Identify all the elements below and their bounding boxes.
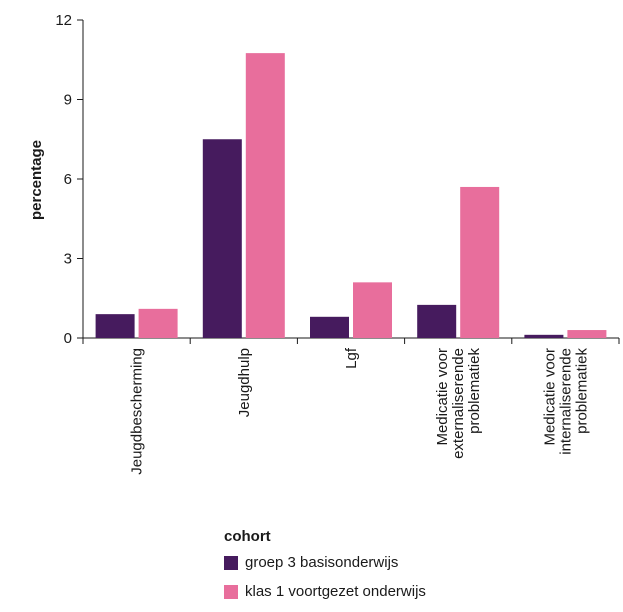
legend-label: groep 3 basisonderwijs [245,554,399,571]
x-tick-label: Medicatie voor [541,348,558,446]
y-tick-label: 6 [64,171,72,188]
bar [245,53,285,338]
bar-chart: 0 3 6 9 12 Jeugdbescherming Jeugdhulp Lgf Medic… [28,12,620,475]
bar [95,314,135,338]
bar [310,316,349,338]
legend-item-klas-1: klas 1 voortgezet onderwijs [224,583,426,601]
bar [202,139,242,338]
x-tick-label: problematiek [466,348,483,434]
x-tick-label: externaliserende [450,348,467,459]
bar [353,282,392,338]
x-tick-label: Medicatie voor [434,348,451,446]
bar [567,330,607,338]
x-tick-label: Jeugdbescherming [129,348,146,475]
y-axis: 0 3 6 9 12 [55,12,84,347]
bar [460,186,500,338]
x-tick-label: problematiek [573,348,590,434]
bar [417,304,457,338]
x-axis: Jeugdbescherming Jeugdhulp Lgf Medicatie vo… [82,337,620,475]
bar [138,308,178,338]
legend-swatch [224,585,238,599]
bar [524,334,564,338]
y-axis-label: percentage [28,140,45,220]
legend: cohort groep 3 basisonderwijs klas 1 voo… [224,528,426,612]
legend-label: klas 1 voortgezet onderwijs [245,583,426,600]
y-tick-label: 12 [55,12,72,29]
x-tick-label: Jeugdhulp [236,348,253,417]
x-tick-label: Lgf [343,347,360,369]
legend-swatch [224,556,238,570]
y-tick-label: 0 [64,330,72,347]
y-tick-label: 9 [64,92,72,109]
x-tick-label: internaliserende [557,348,574,455]
legend-item-groep-3: groep 3 basisonderwijs [224,554,426,572]
bars [95,53,607,338]
y-tick-label: 3 [64,251,72,268]
legend-title: cohort [224,528,271,545]
